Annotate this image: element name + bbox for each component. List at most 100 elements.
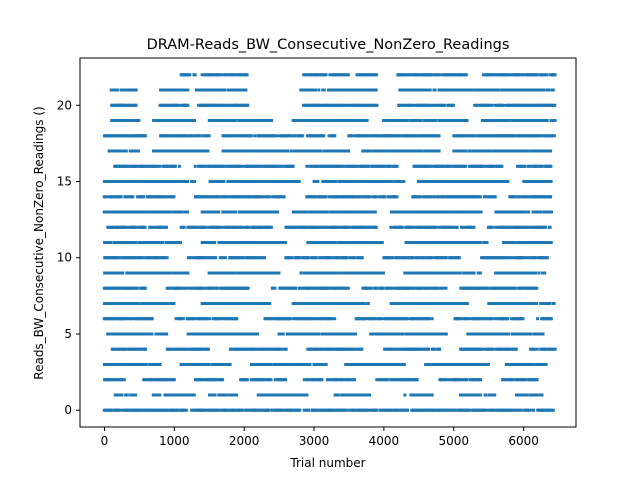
data-point xyxy=(543,225,547,229)
data-point xyxy=(302,408,306,412)
data-point xyxy=(168,393,172,397)
data-point xyxy=(409,241,412,244)
data-point xyxy=(263,363,267,366)
data-point xyxy=(291,317,295,321)
data-point xyxy=(383,363,387,366)
data-point xyxy=(350,256,353,260)
data-point xyxy=(203,302,207,305)
data-point xyxy=(276,378,280,382)
data-point xyxy=(136,302,140,305)
data-point xyxy=(526,195,529,199)
data-point xyxy=(214,378,218,382)
data-point xyxy=(314,317,318,321)
data-point xyxy=(450,225,454,229)
data-point xyxy=(366,241,370,244)
data-point xyxy=(307,378,311,382)
data-point xyxy=(443,378,447,382)
data-point xyxy=(288,317,292,321)
data-point xyxy=(479,241,483,244)
data-point xyxy=(269,210,273,214)
data-point xyxy=(237,256,241,260)
data-point xyxy=(484,164,488,168)
data-point xyxy=(388,164,392,168)
data-point xyxy=(516,408,520,412)
data-point xyxy=(396,408,400,412)
data-point xyxy=(472,225,476,229)
data-point xyxy=(536,317,540,321)
data-point xyxy=(471,241,475,244)
data-point xyxy=(536,210,540,214)
data-point xyxy=(206,195,210,199)
data-point xyxy=(441,286,445,290)
data-point xyxy=(549,195,553,199)
data-point xyxy=(235,393,239,397)
data-point xyxy=(298,256,302,260)
data-point xyxy=(324,363,328,366)
data-point xyxy=(384,180,388,183)
data-point xyxy=(406,317,410,321)
data-point xyxy=(423,347,427,351)
data-point xyxy=(141,271,145,275)
data-point xyxy=(294,332,298,336)
data-point xyxy=(344,286,347,290)
data-point xyxy=(454,271,458,275)
data-point xyxy=(243,332,247,336)
data-point xyxy=(455,225,459,229)
data-point xyxy=(225,271,229,275)
data-point xyxy=(491,347,495,351)
data-point xyxy=(190,408,194,412)
data-point xyxy=(467,271,471,275)
data-point xyxy=(396,363,400,366)
data-point xyxy=(395,164,399,168)
data-point xyxy=(297,332,301,336)
data-point xyxy=(435,302,439,305)
data-point xyxy=(338,271,342,275)
data-point xyxy=(465,378,469,382)
data-point xyxy=(451,256,455,260)
data-point xyxy=(254,332,258,336)
data-point xyxy=(483,332,486,336)
data-point xyxy=(297,363,301,366)
data-point xyxy=(346,286,350,290)
data-point xyxy=(141,210,145,214)
data-point xyxy=(280,378,284,382)
data-point xyxy=(265,271,269,275)
data-point xyxy=(318,302,322,305)
data-point xyxy=(114,363,118,366)
data-point xyxy=(110,408,114,412)
data-point xyxy=(374,195,378,199)
data-point xyxy=(381,271,385,275)
data-point xyxy=(446,363,450,366)
data-point xyxy=(276,210,280,214)
data-point xyxy=(337,286,341,290)
data-point xyxy=(441,378,445,382)
data-point xyxy=(462,271,466,275)
data-point xyxy=(292,363,296,366)
data-point xyxy=(328,180,331,183)
data-point xyxy=(504,271,508,275)
data-point xyxy=(475,195,479,199)
data-point xyxy=(280,164,284,168)
data-point xyxy=(498,271,501,275)
data-point xyxy=(511,378,515,382)
data-point xyxy=(307,256,311,260)
data-point xyxy=(145,378,149,382)
data-point xyxy=(122,378,126,382)
data-point xyxy=(251,271,255,275)
data-point xyxy=(505,363,509,366)
data-point xyxy=(507,332,511,336)
data-point xyxy=(514,408,518,412)
data-point xyxy=(485,195,489,199)
data-point xyxy=(139,302,143,305)
data-point xyxy=(523,241,527,244)
data-point xyxy=(342,378,346,382)
data-point xyxy=(280,347,284,351)
data-point xyxy=(119,256,123,260)
data-point xyxy=(367,164,371,168)
data-point xyxy=(442,256,446,260)
data-point xyxy=(442,195,446,199)
data-point xyxy=(112,180,116,183)
data-point xyxy=(515,393,518,397)
data-point xyxy=(419,210,423,214)
data-point xyxy=(186,210,189,214)
